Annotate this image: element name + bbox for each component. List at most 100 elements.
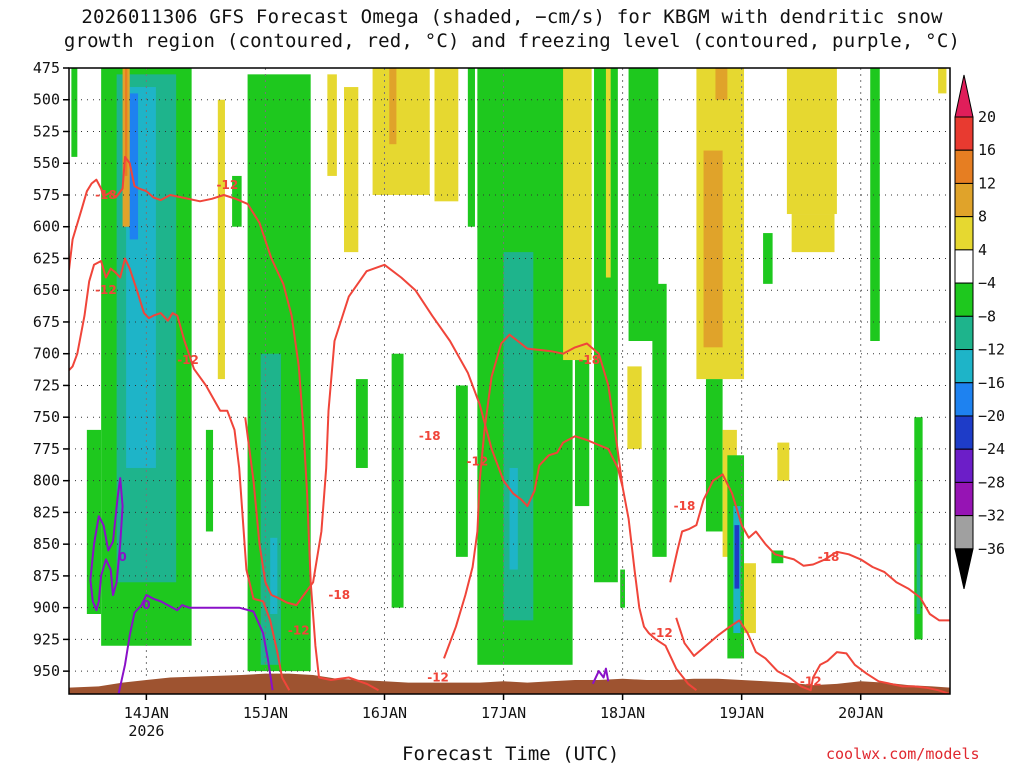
- omega-cell-51: [916, 544, 921, 615]
- colorbar-bin: [954, 216, 974, 251]
- x-tick-sublabel: 2026: [128, 722, 164, 740]
- omega-cell-22: [467, 68, 475, 227]
- omega-cell-34: [652, 283, 667, 557]
- omega-cell-29: [594, 68, 618, 583]
- omega-cell-15: [344, 87, 359, 253]
- omega-cell-37: [715, 68, 728, 100]
- freezing-contour-loop: [89, 477, 124, 612]
- y-axis: 475 500 525 550 575 600 625 650 675 700 725 750 775 8…: [33, 59, 69, 680]
- omega-cell-21: [455, 385, 468, 557]
- colorbar-tick-label: −32: [978, 507, 1005, 525]
- omega-cell-52: [938, 68, 947, 94]
- colorbar-tick-label: 12: [978, 174, 996, 192]
- omega-cell-19: [391, 353, 404, 608]
- x-tick-label: 17JAN: [481, 704, 526, 722]
- dgz-contour-label: -18: [578, 353, 600, 367]
- omega-cell-5: [129, 93, 139, 240]
- dgz-contour-layer: [69, 155, 950, 694]
- dgz-contour-label: -12: [177, 353, 199, 367]
- colorbar-tick-label: −16: [978, 374, 1005, 392]
- freezing-contour-layer: [89, 477, 610, 694]
- y-tick-label: 800: [33, 472, 60, 490]
- x-tick-label: 16JAN: [362, 704, 407, 722]
- colorbar-tick-label: −28: [978, 473, 1005, 491]
- omega-cell-14: [327, 74, 337, 176]
- colorbar-tick-label: −24: [978, 440, 1005, 458]
- omega-cell-47: [791, 214, 835, 253]
- freezing-contour-label: 0: [142, 598, 150, 612]
- y-tick-label: 725: [33, 376, 60, 394]
- chart-title-line-1: 2026011306 GFS Forecast Omega (shaded, −…: [81, 6, 943, 28]
- omega-cell-20: [434, 68, 459, 202]
- y-tick-label: 925: [33, 630, 60, 648]
- omega-cell-26: [551, 506, 566, 615]
- omega-cell-50: [914, 417, 923, 640]
- omega-cell-1: [86, 429, 102, 615]
- y-tick-label: 700: [33, 345, 60, 363]
- colorbar-tick-label: 4: [978, 241, 987, 259]
- colorbar-bin: [954, 249, 974, 284]
- dgz-contour-lower: [69, 257, 291, 691]
- y-tick-label: 475: [33, 59, 60, 77]
- omega-cell-8: [205, 429, 214, 532]
- omega-cell-0: [71, 68, 78, 157]
- y-tick-label: 525: [33, 122, 60, 140]
- dgz-contour-label: -12: [467, 455, 489, 469]
- dgz-contour-upper: [69, 155, 379, 692]
- dgz-contour-label: -12: [427, 670, 449, 684]
- chart-title-line-2: growth region (contoured, red, °C) and f…: [63, 30, 961, 52]
- dgz-contour-mid: [244, 263, 698, 691]
- colorbar-tick-label: 16: [978, 141, 996, 159]
- omega-cell-18: [389, 68, 397, 145]
- colorbar: 20 16 12 8 4 −4 −8 −12 −16 −20 −24 −28 −32 −36: [954, 74, 1005, 589]
- colorbar-tick-label: 8: [978, 208, 987, 226]
- y-tick-label: 550: [33, 154, 60, 172]
- dgz-contour-label: -18: [328, 588, 350, 602]
- omega-cell-12: [260, 353, 281, 665]
- omega-cell-28: [574, 360, 590, 507]
- colorbar-bin: [954, 382, 974, 417]
- colorbar-bottom-arrow: [954, 548, 974, 589]
- omega-cell-49: [870, 68, 880, 342]
- dgz-contour-label: -18: [818, 550, 840, 564]
- colorbar-bin: [954, 282, 974, 317]
- colorbar-bin: [954, 116, 974, 151]
- source-credit: coolwx.com/models: [826, 745, 980, 763]
- y-tick-label: 775: [33, 440, 60, 458]
- colorbar-tick-label: −36: [978, 540, 1005, 558]
- dgz-contour-label: -12: [95, 283, 117, 297]
- x-tick-label: 19JAN: [719, 704, 764, 722]
- freezing-contour-zero: [117, 594, 274, 694]
- colorbar-bin: [954, 182, 974, 218]
- y-tick-label: 600: [33, 218, 60, 236]
- omega-shading-layer: [71, 68, 947, 672]
- y-tick-label: 650: [33, 281, 60, 299]
- x-tick-label: 18JAN: [600, 704, 645, 722]
- dgz-contour-label: -18: [95, 188, 117, 202]
- y-tick-label: 875: [33, 567, 60, 585]
- y-tick-label: 750: [33, 408, 60, 426]
- dgz-contour-east-lower: [675, 617, 950, 694]
- colorbar-top-arrow: [954, 74, 974, 118]
- y-tick-label: 950: [33, 662, 60, 680]
- omega-cell-24: [503, 252, 534, 621]
- colorbar-tick-label: 20: [978, 108, 996, 126]
- colorbar-tick-label: −12: [978, 341, 1005, 359]
- y-tick-label: 675: [33, 313, 60, 331]
- dgz-contour-label: -12: [288, 624, 310, 638]
- colorbar-bin: [954, 415, 974, 450]
- dgz-contour-label: -12: [216, 178, 238, 192]
- x-tick-label: 15JAN: [243, 704, 288, 722]
- omega-cell-48: [771, 550, 784, 564]
- dgz-contour-label: -12: [800, 674, 822, 688]
- omega-cell-31: [620, 569, 625, 608]
- omega-cell-42: [734, 525, 740, 589]
- omega-cell-38: [705, 379, 723, 532]
- colorbar-bin: [954, 515, 974, 550]
- omega-cell-16: [355, 379, 368, 468]
- y-tick-label: 900: [33, 599, 60, 617]
- omega-cell-27: [563, 68, 592, 361]
- dgz-contour-valley: [443, 333, 624, 659]
- freezing-contour-label: 0: [118, 550, 126, 564]
